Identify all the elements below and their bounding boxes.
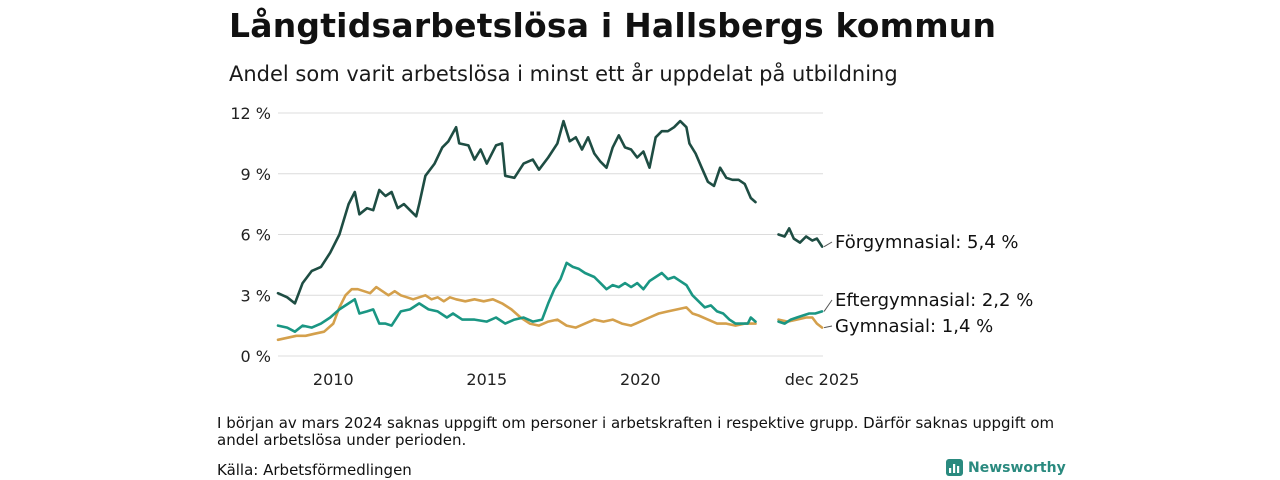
y-tick-label: 9 % — [241, 165, 271, 184]
x-tick-label: dec 2025 — [785, 370, 860, 389]
x-tick-label: 2015 — [466, 370, 507, 389]
series-labels: Förgymnasial: 5,4 % Eftergymnasial: 2,2 %… — [823, 232, 1033, 337]
x-tick-label: 2020 — [620, 370, 661, 389]
newsworthy-icon — [946, 459, 963, 476]
chart-title: Långtidsarbetslösa i Hallsbergs kommun — [229, 6, 997, 45]
brand-logo: Newsworthy — [946, 459, 1066, 476]
series-lines — [276, 119, 824, 342]
source-text: Källa: Arbetsförmedlingen — [217, 461, 412, 479]
series-label-eftergymnasial: Eftergymnasial: 2,2 % — [835, 290, 1033, 311]
label-leader — [823, 299, 833, 312]
y-axis-ticks: 0 % 3 % 6 % 9 % 12 % — [230, 104, 271, 366]
footnote: I början av mars 2024 saknas uppgift om … — [217, 414, 1055, 449]
y-tick-label: 0 % — [241, 347, 271, 366]
label-leader — [823, 241, 833, 248]
line-chart: 0 % 3 % 6 % 9 % 12 % 2010 2015 2020 dec 2025 Fö… — [230, 104, 1033, 389]
gridlines — [278, 112, 823, 357]
series-label-gymnasial: Gymnasial: 1,4 % — [835, 316, 993, 337]
y-tick-label: 3 % — [241, 286, 271, 305]
series-label-förgymnasial: Förgymnasial: 5,4 % — [835, 232, 1019, 253]
x-tick-label: 2010 — [313, 370, 354, 389]
brand-name: Newsworthy — [968, 459, 1066, 476]
series-line-förgymnasial — [276, 119, 824, 305]
label-leader — [823, 325, 833, 329]
y-tick-label: 12 % — [230, 104, 271, 123]
x-axis-ticks: 2010 2015 2020 dec 2025 — [313, 370, 859, 389]
y-tick-label: 6 % — [241, 226, 271, 245]
chart-subtitle: Andel som varit arbetslösa i minst ett å… — [229, 62, 898, 86]
series-line-eftergymnasial — [276, 261, 824, 333]
